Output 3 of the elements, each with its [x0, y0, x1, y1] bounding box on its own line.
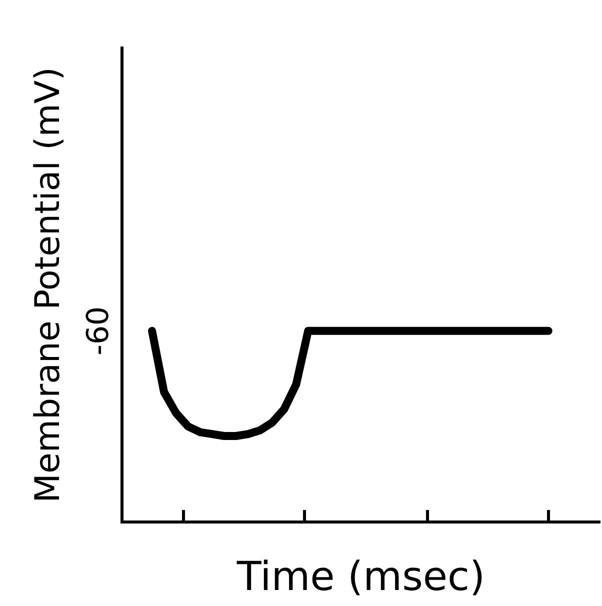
- text: -60: [80, 306, 116, 356]
- y-axis-title: Membrane Potential (mV): [28, 67, 68, 503]
- x-axis-title: Time (msec): [236, 554, 486, 600]
